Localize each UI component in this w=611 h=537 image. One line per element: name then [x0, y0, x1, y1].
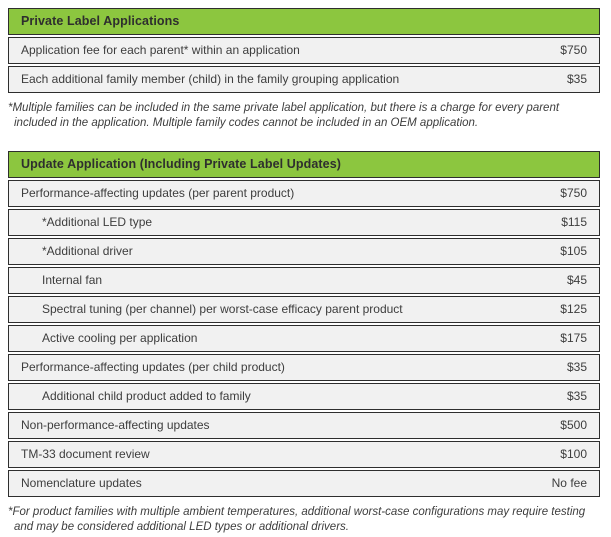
- fee-row-active-cooling: Active cooling per application $175: [8, 325, 600, 352]
- fee-row-nomenclature-updates: Nomenclature updates No fee: [8, 470, 600, 497]
- fee-value: $45: [566, 273, 587, 287]
- fee-row-additional-family-member: Each additional family member (child) in…: [8, 66, 600, 93]
- private-label-footnote: *Multiple families can be included in th…: [8, 102, 560, 129]
- fee-label: Non-performance-affecting updates: [21, 418, 210, 432]
- fee-value: $750: [560, 43, 587, 57]
- fee-value: $175: [560, 331, 587, 345]
- fee-value: $115: [561, 215, 587, 229]
- fee-label: Additional child product added to family: [42, 389, 251, 403]
- fee-label: Spectral tuning (per channel) per worst-…: [42, 302, 403, 316]
- fee-value: $750: [560, 186, 587, 200]
- update-application-table: Update Application (Including Private La…: [8, 151, 600, 497]
- update-application-table-title: Update Application (Including Private La…: [8, 151, 600, 178]
- fee-row-additional-child-product: Additional child product added to family…: [8, 383, 600, 410]
- fee-label: Active cooling per application: [42, 331, 198, 345]
- fee-row-performance-updates-child: Performance-affecting updates (per child…: [8, 354, 600, 381]
- fee-label: *Additional driver: [42, 244, 133, 258]
- update-application-footnote: *For product families with multiple ambi…: [8, 506, 586, 533]
- fee-row-additional-driver: *Additional driver $105: [8, 238, 600, 265]
- fee-value: $35: [566, 389, 587, 403]
- fee-label: Application fee for each parent* within …: [21, 43, 300, 57]
- fee-label: Each additional family member (child) in…: [21, 72, 400, 86]
- fee-value: $100: [560, 447, 587, 461]
- fee-label: TM-33 document review: [21, 447, 150, 461]
- fee-label: Internal fan: [42, 273, 103, 287]
- fee-label: Performance-affecting updates (per child…: [21, 360, 285, 374]
- fee-value: $125: [560, 302, 587, 316]
- fee-label: Performance-affecting updates (per paren…: [21, 186, 295, 200]
- fee-value: $500: [560, 418, 587, 432]
- fee-row-tm33-review: TM-33 document review $100: [8, 441, 600, 468]
- fee-label: Nomenclature updates: [21, 476, 142, 490]
- fee-row-internal-fan: Internal fan $45: [8, 267, 600, 294]
- fee-value: $35: [566, 360, 587, 374]
- fee-label: *Additional LED type: [42, 215, 153, 229]
- private-label-table-title: Private Label Applications: [8, 8, 600, 35]
- fee-row-non-performance-updates: Non-performance-affecting updates $500: [8, 412, 600, 439]
- fee-value: No fee: [551, 476, 587, 490]
- fee-row-performance-updates-parent: Performance-affecting updates (per paren…: [8, 180, 600, 207]
- fee-value: $35: [566, 72, 587, 86]
- private-label-table: Private Label Applications Application f…: [8, 8, 600, 93]
- fee-value: $105: [560, 244, 587, 258]
- fee-row-parent-application: Application fee for each parent* within …: [8, 37, 600, 64]
- fee-row-spectral-tuning: Spectral tuning (per channel) per worst-…: [8, 296, 600, 323]
- fee-row-additional-led-type: *Additional LED type $115: [8, 209, 600, 236]
